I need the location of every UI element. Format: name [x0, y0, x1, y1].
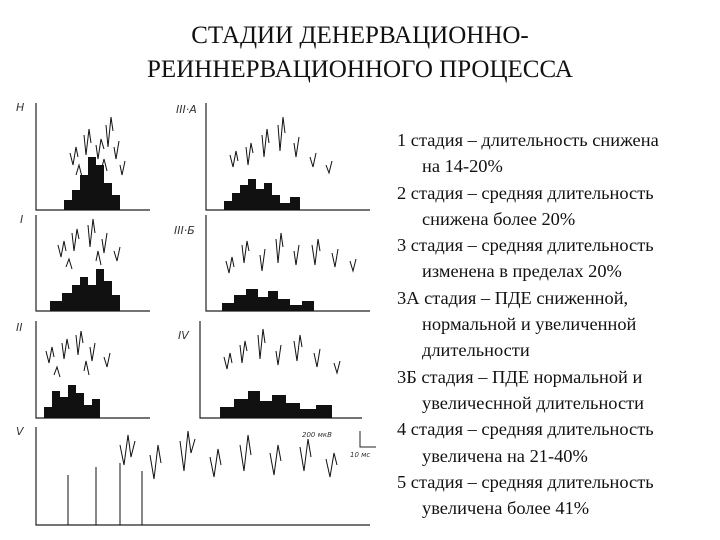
stage-second-line: изменена в пределах 20%: [422, 261, 622, 282]
histogram-iiia: [224, 179, 300, 210]
traces-i: [57, 218, 121, 270]
histogram-ii: [44, 385, 100, 418]
stage-item: 3А стадия – ПДЕ сниженной, нормальной и у…: [397, 285, 715, 364]
panel-ii-axes: [35, 321, 150, 419]
scale-time: 10 мс: [350, 451, 370, 459]
histogram-iv: [220, 391, 332, 418]
panel-label-iiia: III·А: [176, 103, 197, 116]
potential-traces: [45, 116, 357, 525]
stage-first-line: 5 стадия – средняя длительность: [397, 471, 654, 492]
panel-label-iiib: III·Б: [174, 224, 195, 237]
panel-label-v: V: [16, 425, 25, 438]
stage-second-line: увеличена более 41%: [422, 498, 590, 519]
stage-second-line: на 14-20%: [422, 156, 503, 177]
histogram-i: [50, 269, 120, 311]
slide-title-line-2: РЕИННЕРВАЦИОННОГО ПРОЦЕССА: [147, 56, 573, 83]
traces-iv: [223, 328, 341, 375]
histogram-iiib: [222, 289, 314, 311]
stage-first-line: 3Б стадия – ПДЕ нормальной и: [397, 366, 643, 387]
panel-v-axes: [35, 427, 370, 526]
emg-stages-figure: Н I II III·А III·Б IV V: [10, 95, 388, 535]
stage-second-line: нормальной и увеличенной: [422, 314, 637, 335]
traces-ii: [45, 330, 111, 378]
traces-v: [119, 430, 338, 480]
stage-first-line: 3 стадия – средняя длительность: [397, 235, 654, 256]
stage-second-line: снижена более 20%: [422, 208, 576, 229]
stages-list: 1 стадия – длительность снижена на 14-20%…: [397, 127, 715, 521]
stage-item: 2 стадия – средняя длительность снижена б…: [397, 180, 715, 233]
calibration-mark: 200 мкВ 10 мс: [302, 431, 376, 459]
stage-first-line: 3А стадия – ПДЕ сниженной,: [397, 287, 629, 308]
stage-item: 4 стадия – средняя длительность увеличена…: [397, 416, 715, 469]
stage-item: 1 стадия – длительность снижена на 14-20%: [397, 127, 715, 180]
stage-item: 3 стадия – средняя длительность изменена …: [397, 232, 715, 285]
traces-iiib: [225, 232, 357, 274]
stage-first-line: 1 стадия – длительность снижена: [397, 130, 659, 150]
panel-label-i: I: [20, 213, 23, 226]
stage-item: 3Б стадия – ПДЕ нормальной и увеличесннoй…: [397, 364, 715, 417]
panel-label-n: Н: [16, 101, 24, 114]
panel-label-ii: II: [16, 321, 23, 334]
traces-n: [69, 116, 126, 178]
scale-amplitude: 200 мкВ: [302, 431, 332, 439]
panel-label-iv: IV: [178, 329, 190, 342]
emg-figure-svg: Н I II III·А III·Б IV V: [16, 101, 376, 526]
histogram-n: [64, 157, 120, 210]
traces-iiia: [229, 116, 333, 175]
spikes-v: [67, 463, 143, 525]
histograms: [44, 157, 332, 418]
panel-iiia-axes: [205, 103, 370, 211]
stage-third-line: длительности: [422, 340, 530, 361]
slide-title-line-1: СТАДИИ ДЕНЕРВАЦИОННО-: [191, 22, 529, 49]
stage-second-line: увеличесннoй длительности: [422, 392, 644, 413]
stage-item: 5 стадия – средняя длительность увеличена…: [397, 469, 715, 522]
stage-second-line: увеличена на 21-40%: [422, 445, 588, 466]
stage-first-line: 2 стадия – средняя длительность: [397, 182, 654, 203]
panel-iiib-axes: [205, 215, 370, 312]
stage-first-line: 4 стадия – средняя длительность: [397, 419, 654, 440]
